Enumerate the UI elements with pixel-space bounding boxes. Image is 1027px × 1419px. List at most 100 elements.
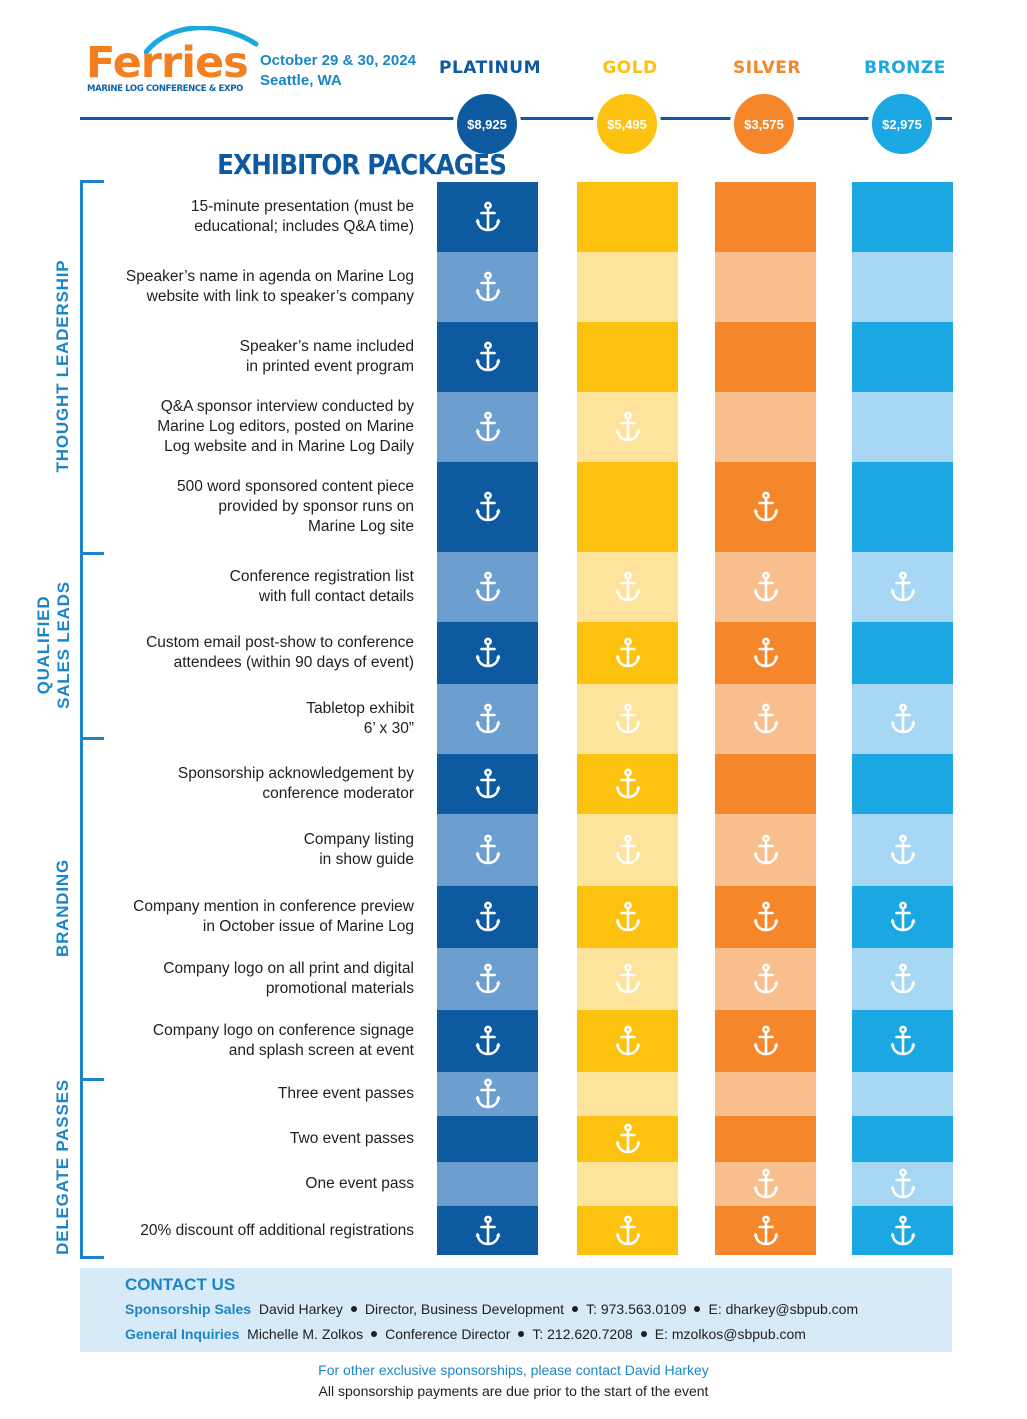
- logo-tagline: MARINE LOG CONFERENCE & EXPO: [87, 84, 243, 94]
- feature-label: Company mention in conference preview in …: [133, 898, 414, 935]
- feature-label: 20% discount off additional registration…: [140, 1221, 414, 1239]
- feature-cell-gold: [577, 1116, 678, 1162]
- feature-cell-silver: [715, 1010, 816, 1072]
- feature-label: Two event passes: [289, 1130, 414, 1147]
- feature-cell-bronze: [852, 392, 953, 462]
- contact-sales-label: Sponsorship Sales: [125, 1301, 252, 1317]
- logo-wave-icon: [144, 26, 259, 55]
- feature-cell-silver: [715, 1162, 816, 1206]
- footnote-payments: All sponsorship payments are due prior t…: [318, 1383, 709, 1399]
- contact-sales-name: David Harkey: [258, 1301, 343, 1317]
- anchor-icon: [475, 901, 500, 932]
- feature-cell-silver: [715, 886, 816, 948]
- bullet-icon: [640, 1331, 647, 1338]
- feature-cell-platinum: [437, 754, 538, 814]
- feature-cell-platinum: [437, 252, 538, 322]
- feature-cell-bronze: [852, 622, 953, 684]
- tier-name-platinum: PLATINUM: [439, 58, 541, 78]
- feature-cell-platinum: [437, 182, 538, 252]
- anchor-icon: [475, 1025, 500, 1056]
- anchor-icon: [475, 1078, 500, 1109]
- feature-label: Company listing in show guide: [303, 831, 414, 868]
- bullet-icon: [518, 1331, 525, 1338]
- tier-price-gold: $5,495: [593, 90, 661, 158]
- bracket-tick: [80, 552, 104, 555]
- anchor-icon: [475, 341, 500, 372]
- contact-general-email[interactable]: E: mzolkos@sbpub.com: [654, 1326, 806, 1342]
- feature-cell-silver: [715, 252, 816, 322]
- feature-cell-gold: [577, 1206, 678, 1255]
- feature-cell-silver: [715, 322, 816, 392]
- anchor-icon: [475, 703, 500, 734]
- feature-cell-gold: [577, 392, 678, 462]
- anchor-icon: [615, 1025, 640, 1056]
- feature-cell-silver: [715, 814, 816, 886]
- feature-cell-platinum: [437, 622, 538, 684]
- feature-cell-bronze: [852, 814, 953, 886]
- event-location: Seattle, WA: [260, 72, 342, 89]
- anchor-icon: [615, 1123, 640, 1154]
- anchor-icon: [890, 1215, 915, 1245]
- feature-cell-silver: [715, 1072, 816, 1116]
- feature-cell-bronze: [852, 462, 953, 552]
- anchor-icon: [475, 1215, 500, 1245]
- event-dates: October 29 & 30, 2024: [260, 52, 416, 69]
- feature-cell-platinum: [437, 1010, 538, 1072]
- category-label-delegate-passes: DELEGATE PASSES: [53, 1079, 72, 1255]
- contact-sales-phone[interactable]: T: 973.563.0109: [586, 1301, 687, 1317]
- feature-cell-bronze: [852, 1072, 953, 1116]
- anchor-icon: [475, 963, 500, 994]
- anchor-icon: [615, 637, 640, 668]
- tier-price-silver: $3,575: [730, 90, 798, 158]
- feature-cell-gold: [577, 1072, 678, 1116]
- feature-cell-bronze: [852, 754, 953, 814]
- ferries-logo: Ferries MARINE LOG CONFERENCE & EXPO: [86, 26, 259, 98]
- anchor-icon: [890, 1168, 915, 1199]
- feature-label: Speaker’s name in agenda on Marine Log we…: [125, 268, 414, 305]
- contact-panel: CONTACT US Sponsorship Sales David Harke…: [80, 1268, 952, 1352]
- feature-cell-gold: [577, 252, 678, 322]
- anchor-icon: [475, 637, 500, 668]
- anchor-icon: [753, 1168, 778, 1199]
- feature-label: Company logo on conference signage and sp…: [152, 1022, 414, 1059]
- feature-label: Three event passes: [277, 1085, 414, 1102]
- anchor-icon: [753, 571, 778, 602]
- anchor-icon: [890, 963, 915, 994]
- anchor-icon: [615, 571, 640, 602]
- contact-sales-email[interactable]: E: dharkey@sbpub.com: [708, 1301, 859, 1317]
- anchor-icon: [475, 768, 500, 799]
- feature-cell-bronze: [852, 684, 953, 754]
- feature-cell-silver: [715, 182, 816, 252]
- feature-cell-bronze: [852, 322, 953, 392]
- feature-cell-platinum: [437, 1116, 538, 1162]
- contact-general-name: Michelle M. Zolkos: [247, 1326, 364, 1342]
- event-info: October 29 & 30, 2024 Seattle, WA: [260, 51, 416, 91]
- feature-cell-silver: [715, 754, 816, 814]
- feature-cell-silver: [715, 948, 816, 1010]
- feature-label: One event pass: [305, 1175, 414, 1192]
- anchor-icon: [615, 1215, 640, 1245]
- feature-cell-bronze: [852, 182, 953, 252]
- feature-cell-platinum: [437, 814, 538, 886]
- feature-cell-silver: [715, 462, 816, 552]
- feature-cell-platinum: [437, 462, 538, 552]
- contact-general-phone[interactable]: T: 212.620.7208: [532, 1326, 633, 1342]
- bracket-line: [80, 180, 83, 1259]
- feature-cell-bronze: [852, 1162, 953, 1206]
- feature-label: Speaker’s name included in printed event …: [239, 338, 414, 375]
- bullet-icon: [572, 1306, 579, 1313]
- feature-cell-platinum: [437, 1162, 538, 1206]
- anchor-icon: [753, 491, 778, 522]
- contact-general-role: Conference Director: [385, 1326, 511, 1342]
- category-label-branding: BRANDING: [53, 858, 72, 957]
- bracket-tick: [80, 180, 104, 183]
- feature-label: Q&A sponsor interview conducted by Marine…: [157, 398, 414, 455]
- feature-cell-gold: [577, 182, 678, 252]
- anchor-icon: [890, 571, 915, 602]
- anchor-icon: [753, 637, 778, 668]
- feature-cell-gold: [577, 322, 678, 392]
- feature-cell-bronze: [852, 252, 953, 322]
- anchor-icon: [753, 901, 778, 932]
- feature-label: 15-minute presentation (must be education…: [190, 198, 414, 235]
- feature-cell-bronze: [852, 886, 953, 948]
